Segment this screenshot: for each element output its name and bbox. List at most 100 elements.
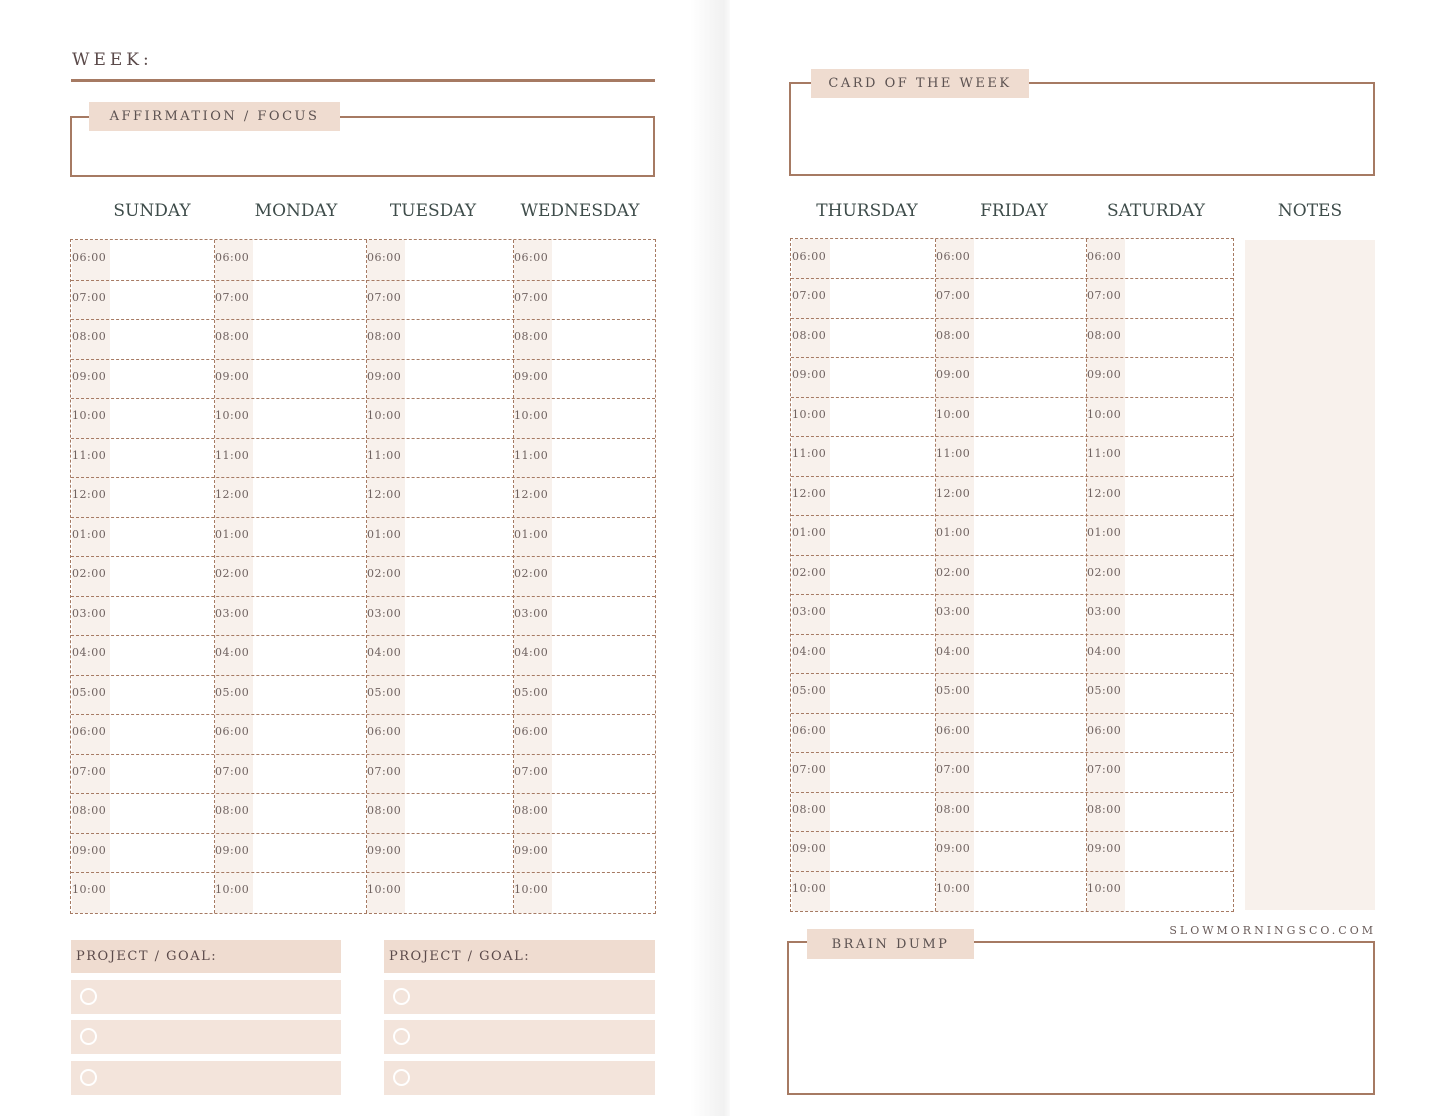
slot-thursday-time-slot[interactable]: 05:00 <box>792 684 827 698</box>
slot-friday-time-slot[interactable]: 05:00 <box>936 684 971 698</box>
slot-saturday-time-slot[interactable]: 01:00 <box>1087 526 1122 540</box>
slot-friday-time-slot[interactable]: 07:00 <box>936 763 971 777</box>
slot-friday-time-slot[interactable]: 01:00 <box>936 526 971 540</box>
slot-wednesday-time-slot[interactable]: 05:00 <box>514 685 549 699</box>
slot-tuesday-time-slot[interactable]: 11:00 <box>367 448 402 462</box>
slot-monday-time-slot[interactable]: 09:00 <box>215 843 250 857</box>
card-of-week-box[interactable] <box>789 82 1375 176</box>
goal-item[interactable] <box>71 1020 341 1054</box>
slot-thursday-time-slot[interactable]: 08:00 <box>792 802 827 816</box>
slot-monday-time-slot[interactable]: 04:00 <box>215 646 250 660</box>
slot-monday-time-slot[interactable]: 06:00 <box>215 251 250 264</box>
slot-saturday-time-slot[interactable]: 04:00 <box>1087 644 1122 658</box>
slot-friday-time-slot[interactable]: 08:00 <box>936 328 971 342</box>
checkbox-circle-icon[interactable] <box>80 1069 97 1086</box>
slot-saturday-time-slot[interactable]: 10:00 <box>1087 407 1122 421</box>
slot-saturday-time-slot[interactable]: 03:00 <box>1087 605 1122 619</box>
slot-friday-time-slot[interactable]: 10:00 <box>936 407 971 421</box>
slot-tuesday-time-slot[interactable]: 09:00 <box>367 843 402 857</box>
slot-thursday-time-slot[interactable]: 04:00 <box>792 644 827 658</box>
slot-thursday-time-slot[interactable]: 01:00 <box>792 526 827 540</box>
slot-tuesday-time-slot[interactable]: 07:00 <box>367 764 402 778</box>
slot-monday-time-slot[interactable]: 10:00 <box>215 883 250 897</box>
slot-thursday-time-slot[interactable]: 12:00 <box>792 486 827 500</box>
checkbox-circle-icon[interactable] <box>393 988 410 1005</box>
slot-tuesday-time-slot[interactable]: 10:00 <box>367 409 402 423</box>
slot-wednesday-time-slot[interactable]: 10:00 <box>514 409 549 423</box>
slot-saturday-time-slot[interactable]: 07:00 <box>1087 289 1122 303</box>
slot-friday-time-slot[interactable]: 07:00 <box>936 289 971 303</box>
slot-tuesday-time-slot[interactable]: 08:00 <box>367 804 402 818</box>
slot-wednesday-time-slot[interactable]: 10:00 <box>514 883 549 897</box>
slot-sunday-time-slot[interactable]: 01:00 <box>72 527 107 541</box>
goal-item[interactable] <box>71 1061 341 1095</box>
checkbox-circle-icon[interactable] <box>80 988 97 1005</box>
slot-thursday-time-slot[interactable]: 09:00 <box>792 842 827 856</box>
slot-sunday-time-slot[interactable]: 07:00 <box>72 764 107 778</box>
slot-friday-time-slot[interactable]: 02:00 <box>936 565 971 579</box>
slot-friday-time-slot[interactable]: 06:00 <box>936 723 971 737</box>
slot-wednesday-time-slot[interactable]: 08:00 <box>514 330 549 344</box>
slot-thursday-time-slot[interactable]: 10:00 <box>792 881 827 895</box>
slot-monday-time-slot[interactable]: 12:00 <box>215 488 250 502</box>
slot-friday-time-slot[interactable]: 03:00 <box>936 605 971 619</box>
slot-sunday-time-slot[interactable]: 11:00 <box>72 448 107 462</box>
slot-sunday-time-slot[interactable]: 10:00 <box>72 883 107 897</box>
slot-sunday-time-slot[interactable]: 03:00 <box>72 606 107 620</box>
slot-friday-time-slot[interactable]: 12:00 <box>936 486 971 500</box>
slot-wednesday-time-slot[interactable]: 08:00 <box>514 804 549 818</box>
slot-monday-time-slot[interactable]: 02:00 <box>215 567 250 581</box>
slot-tuesday-time-slot[interactable]: 07:00 <box>367 290 402 304</box>
slot-sunday-time-slot[interactable]: 09:00 <box>72 369 107 383</box>
affirmation-box[interactable] <box>70 116 655 177</box>
slot-wednesday-time-slot[interactable]: 11:00 <box>514 448 549 462</box>
slot-saturday-time-slot[interactable]: 12:00 <box>1087 486 1122 500</box>
checkbox-circle-icon[interactable] <box>80 1028 97 1045</box>
slot-wednesday-time-slot[interactable]: 07:00 <box>514 764 549 778</box>
slot-wednesday-time-slot[interactable]: 06:00 <box>514 251 549 264</box>
slot-monday-time-slot[interactable]: 08:00 <box>215 330 250 344</box>
slot-thursday-time-slot[interactable]: 07:00 <box>792 289 827 303</box>
slot-saturday-time-slot[interactable]: 11:00 <box>1087 447 1122 461</box>
checkbox-circle-icon[interactable] <box>393 1069 410 1086</box>
slot-wednesday-time-slot[interactable]: 06:00 <box>514 725 549 739</box>
slot-friday-time-slot[interactable]: 09:00 <box>936 842 971 856</box>
slot-saturday-time-slot[interactable]: 06:00 <box>1087 723 1122 737</box>
slot-friday-time-slot[interactable]: 04:00 <box>936 644 971 658</box>
week-line[interactable] <box>71 79 655 82</box>
slot-saturday-time-slot[interactable]: 06:00 <box>1087 250 1122 263</box>
goal-item[interactable] <box>384 1061 655 1095</box>
slot-monday-time-slot[interactable]: 10:00 <box>215 409 250 423</box>
slot-monday-time-slot[interactable]: 08:00 <box>215 804 250 818</box>
slot-wednesday-time-slot[interactable]: 04:00 <box>514 646 549 660</box>
slot-friday-time-slot[interactable]: 09:00 <box>936 368 971 382</box>
slot-saturday-time-slot[interactable]: 02:00 <box>1087 565 1122 579</box>
slot-sunday-time-slot[interactable]: 07:00 <box>72 290 107 304</box>
slot-thursday-time-slot[interactable]: 08:00 <box>792 328 827 342</box>
slot-tuesday-time-slot[interactable]: 04:00 <box>367 646 402 660</box>
slot-monday-time-slot[interactable]: 06:00 <box>215 725 250 739</box>
slot-saturday-time-slot[interactable]: 08:00 <box>1087 802 1122 816</box>
slot-saturday-time-slot[interactable]: 07:00 <box>1087 763 1122 777</box>
slot-wednesday-time-slot[interactable]: 12:00 <box>514 488 549 502</box>
slot-wednesday-time-slot[interactable]: 02:00 <box>514 567 549 581</box>
slot-thursday-time-slot[interactable]: 06:00 <box>792 723 827 737</box>
checkbox-circle-icon[interactable] <box>393 1028 410 1045</box>
slot-wednesday-time-slot[interactable]: 09:00 <box>514 369 549 383</box>
slot-monday-time-slot[interactable]: 05:00 <box>215 685 250 699</box>
slot-saturday-time-slot[interactable]: 05:00 <box>1087 684 1122 698</box>
slot-thursday-time-slot[interactable]: 11:00 <box>792 447 827 461</box>
slot-monday-time-slot[interactable]: 07:00 <box>215 290 250 304</box>
slot-monday-time-slot[interactable]: 07:00 <box>215 764 250 778</box>
slot-saturday-time-slot[interactable]: 09:00 <box>1087 368 1122 382</box>
slot-tuesday-time-slot[interactable]: 09:00 <box>367 369 402 383</box>
slot-sunday-time-slot[interactable]: 02:00 <box>72 567 107 581</box>
goal-item[interactable] <box>71 980 341 1014</box>
slot-thursday-time-slot[interactable]: 03:00 <box>792 605 827 619</box>
slot-monday-time-slot[interactable]: 11:00 <box>215 448 250 462</box>
slot-sunday-time-slot[interactable]: 08:00 <box>72 330 107 344</box>
slot-saturday-time-slot[interactable]: 08:00 <box>1087 328 1122 342</box>
slot-friday-time-slot[interactable]: 06:00 <box>936 250 971 263</box>
slot-monday-time-slot[interactable]: 09:00 <box>215 369 250 383</box>
slot-monday-time-slot[interactable]: 01:00 <box>215 527 250 541</box>
